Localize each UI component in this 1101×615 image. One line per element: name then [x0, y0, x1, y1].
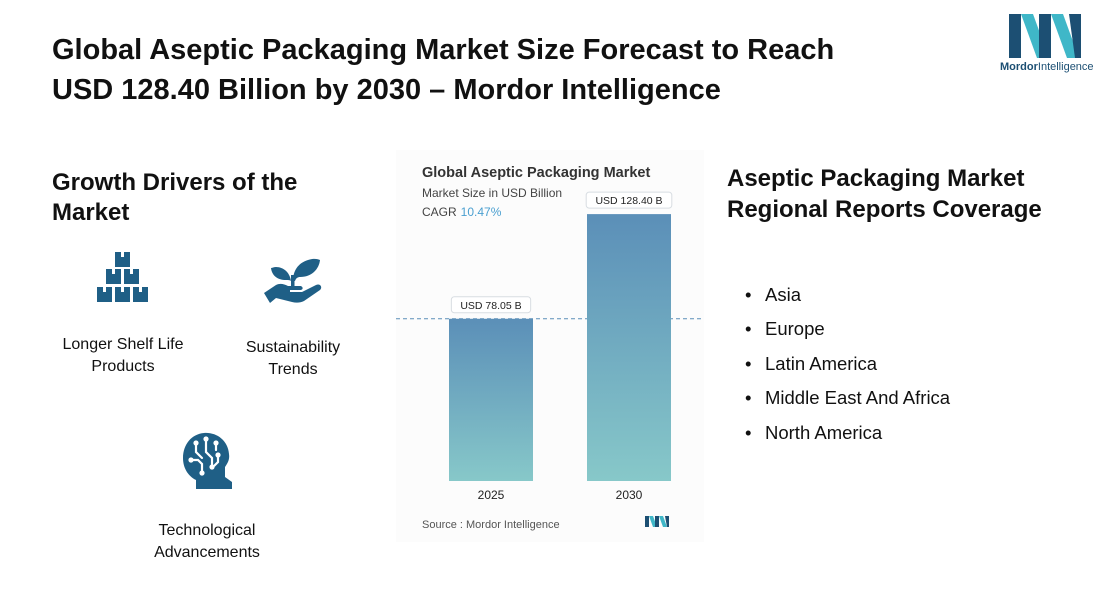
page-title: Global Aseptic Packaging Market Size For… [52, 30, 947, 110]
region-item: • North America [745, 421, 883, 443]
region-item: • Latin America [745, 352, 878, 374]
bar-2030 [587, 214, 671, 481]
sprout-hand-icon [264, 258, 322, 303]
chart-subtitle: Market Size in USD Billion [422, 186, 562, 200]
bars-layer: USD 78.05 B 2025 USD 128.40 B 2030 [396, 191, 704, 502]
driver-label: Longer Shelf Life Products [62, 336, 184, 375]
region-item: • Asia [745, 284, 801, 305]
driver-shelf-life: Longer Shelf Life Products [48, 252, 198, 378]
x-tick-label: 2025 [478, 488, 505, 502]
regions-heading: Aseptic Packaging Market Regional Report… [727, 165, 1042, 223]
head-circuit-icon [183, 432, 232, 489]
data-label-box [450, 296, 532, 314]
bar-2025 [449, 318, 533, 481]
drivers-heading: Growth Drivers of the Market [52, 169, 298, 226]
stacked-boxes-icon [97, 252, 148, 302]
market-size-chart: Global Aseptic Packaging Market Market S… [396, 150, 704, 542]
data-label-box [585, 191, 673, 209]
logo-text: MordorIntelligence [1000, 61, 1094, 73]
chart-cagr: CAGR 10.47% [422, 205, 502, 219]
driver-label: Sustainability Trends [245, 339, 341, 378]
regions-list: • Asia • Europe • Latin America • Middle Eas… [745, 278, 950, 450]
chart-title: Global Aseptic Packaging Market [422, 165, 650, 181]
data-label: USD 78.05 B [460, 300, 521, 312]
x-tick-label: 2030 [616, 488, 643, 502]
region-item: • Europe [745, 318, 825, 340]
driver-label: Technological Advancements [154, 522, 260, 561]
driver-technology: Technological Advancements [132, 432, 282, 564]
driver-sustainability: Sustainability Trends [218, 255, 368, 381]
region-item: • Middle East And Africa [745, 387, 951, 409]
data-label: USD 128.40 B [595, 195, 662, 207]
chart-source: Source : Mordor Intelligence [422, 519, 560, 531]
mordor-logo-icon [1009, 14, 1081, 58]
chart-svg: Global Aseptic Packaging Market Market S… [396, 165, 704, 531]
source-logo-icon [645, 516, 669, 527]
page-title-line1: Global Aseptic Packaging Market Size For… [52, 34, 835, 66]
page-title-line2: USD 128.40 Billion by 2030 – Mordor Inte… [52, 74, 721, 106]
mordor-intelligence-logo: MordorIntelligence [1000, 14, 1095, 76]
